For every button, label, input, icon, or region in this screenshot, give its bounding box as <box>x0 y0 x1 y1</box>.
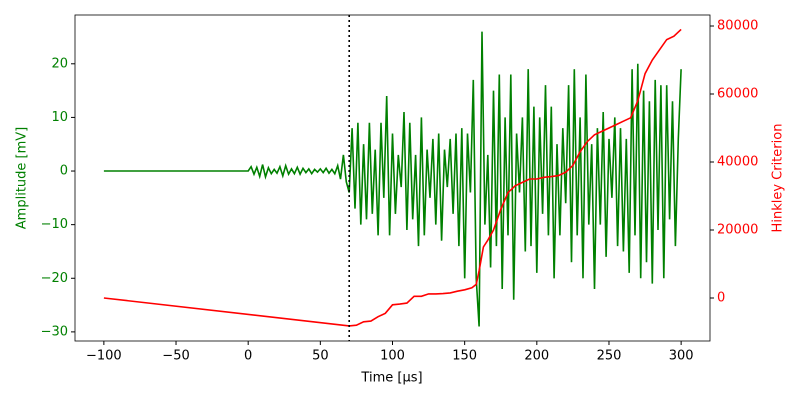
plot-frame <box>74 14 711 342</box>
y2-axis-label: Hinkley Criterion <box>771 124 786 233</box>
x-tick-label: 200 <box>524 349 549 364</box>
y-axis-label: Amplitude [mV] <box>15 127 30 229</box>
y2-tick-label: 0 <box>717 290 725 305</box>
x-tick-label: 0 <box>244 349 252 364</box>
y-tick-label: 0 <box>60 164 68 179</box>
x-tick-label: 50 <box>312 349 329 364</box>
y-tick-label: 20 <box>51 56 68 71</box>
x-tick-label: 250 <box>597 349 622 364</box>
y-tick-label: −20 <box>41 271 68 286</box>
x-tick-label: −50 <box>162 349 189 364</box>
x-tick-label: 100 <box>380 349 405 364</box>
y2-tick-label: 40000 <box>717 155 758 170</box>
y-tick-label: −10 <box>41 217 68 232</box>
y2-tick-label: 20000 <box>717 222 758 237</box>
y2-tick-label: 80000 <box>717 19 758 34</box>
x-tick-label: −100 <box>86 349 122 364</box>
y-tick-label: 10 <box>51 110 68 125</box>
x-tick-label: 150 <box>452 349 477 364</box>
x-tick-label: 300 <box>669 349 694 364</box>
y-tick-label: −30 <box>41 324 68 339</box>
y2-tick-label: 60000 <box>717 87 758 102</box>
x-axis-label: Time [μs] <box>360 371 422 386</box>
series-line <box>103 31 682 327</box>
series-line <box>103 28 682 327</box>
